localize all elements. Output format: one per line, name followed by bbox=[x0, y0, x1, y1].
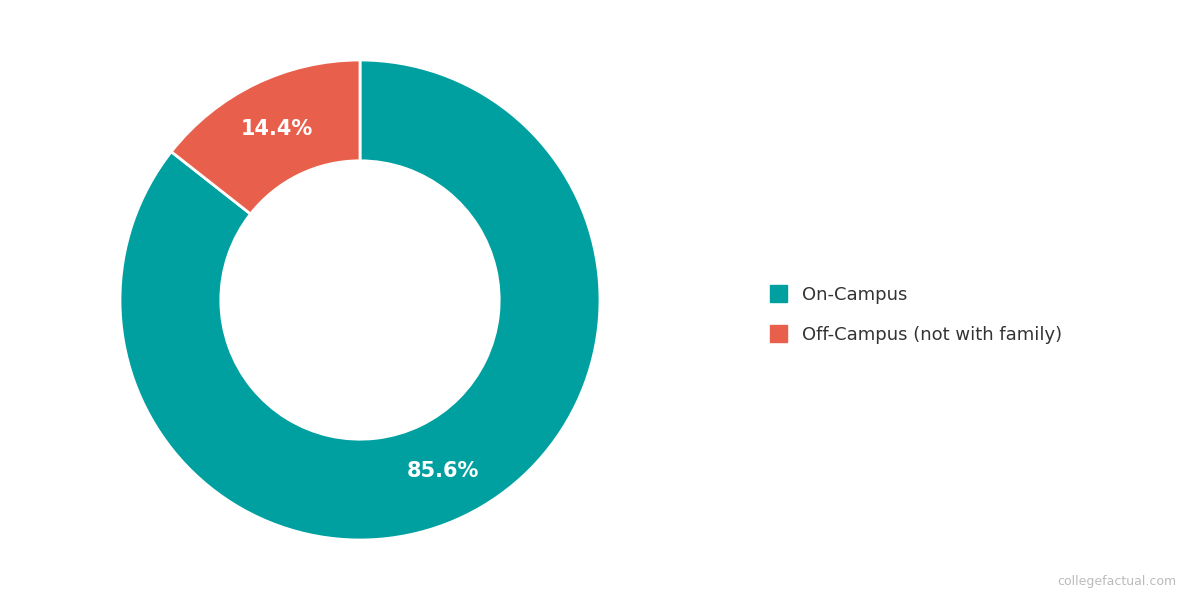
Legend: On-Campus, Off-Campus (not with family): On-Campus, Off-Campus (not with family) bbox=[752, 268, 1080, 362]
Text: 14.4%: 14.4% bbox=[241, 119, 313, 139]
Text: collegefactual.com: collegefactual.com bbox=[1057, 575, 1176, 588]
Wedge shape bbox=[172, 60, 360, 214]
Wedge shape bbox=[120, 60, 600, 540]
Text: 85.6%: 85.6% bbox=[407, 461, 479, 481]
